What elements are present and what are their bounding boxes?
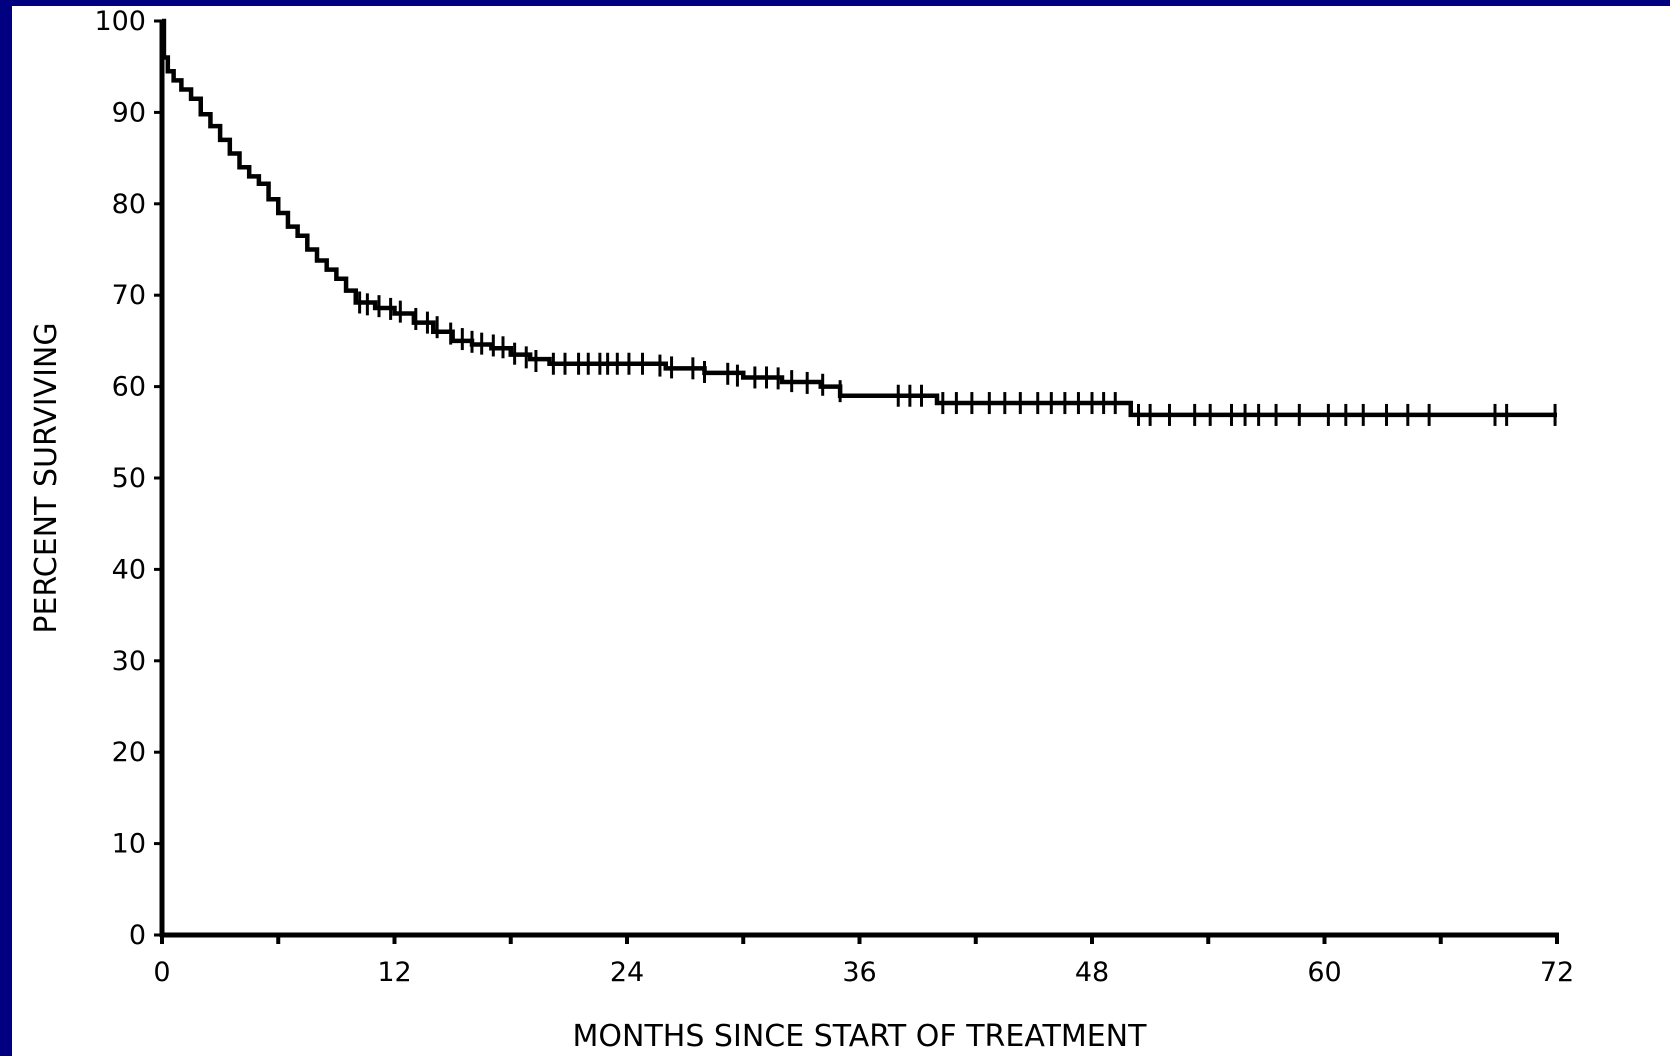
survival-chart: 0 10 20 30 40 50 60 70 80 90 100 0 12 24 36 48 60 72 MON… (29, 6, 1574, 1054)
chart-frame: 0 10 20 30 40 50 60 70 80 90 100 0 12 24 36 48 60 72 MON… (12, 6, 1670, 1056)
y-tick-label: 100 (94, 6, 146, 37)
x-tick-label: 72 (1540, 957, 1574, 988)
y-axis-title: PERCENT SURVIVING (29, 322, 64, 633)
x-tick-label: 48 (1075, 957, 1109, 988)
survival-curve (161, 18, 1557, 418)
y-tick-label: 40 (112, 554, 146, 585)
x-axis-title: MONTHS SINCE START OF TREATMENT (573, 1019, 1148, 1054)
x-tick-label: 12 (377, 957, 411, 988)
y-tick-label: 50 (112, 463, 146, 494)
y-tick-label: 90 (112, 97, 146, 128)
x-axis-ticks: 0 12 24 36 48 60 72 (153, 935, 1574, 988)
y-tick-label: 70 (112, 280, 146, 311)
x-tick-label: 24 (610, 957, 644, 988)
x-tick-label: 60 (1307, 957, 1341, 988)
y-tick-label: 0 (129, 920, 146, 951)
decorative-line (12, 74, 30, 77)
y-tick-label: 60 (112, 372, 146, 403)
x-tick-label: 0 (153, 957, 170, 988)
y-tick-label: 80 (112, 189, 146, 220)
y-tick-label: 20 (112, 737, 146, 768)
y-tick-label: 10 (112, 829, 146, 860)
y-tick-label: 30 (112, 646, 146, 677)
x-tick-label: 36 (842, 957, 876, 988)
y-axis-ticks: 0 10 20 30 40 50 60 70 80 90 100 (94, 6, 162, 951)
plot-layer (161, 18, 1557, 426)
